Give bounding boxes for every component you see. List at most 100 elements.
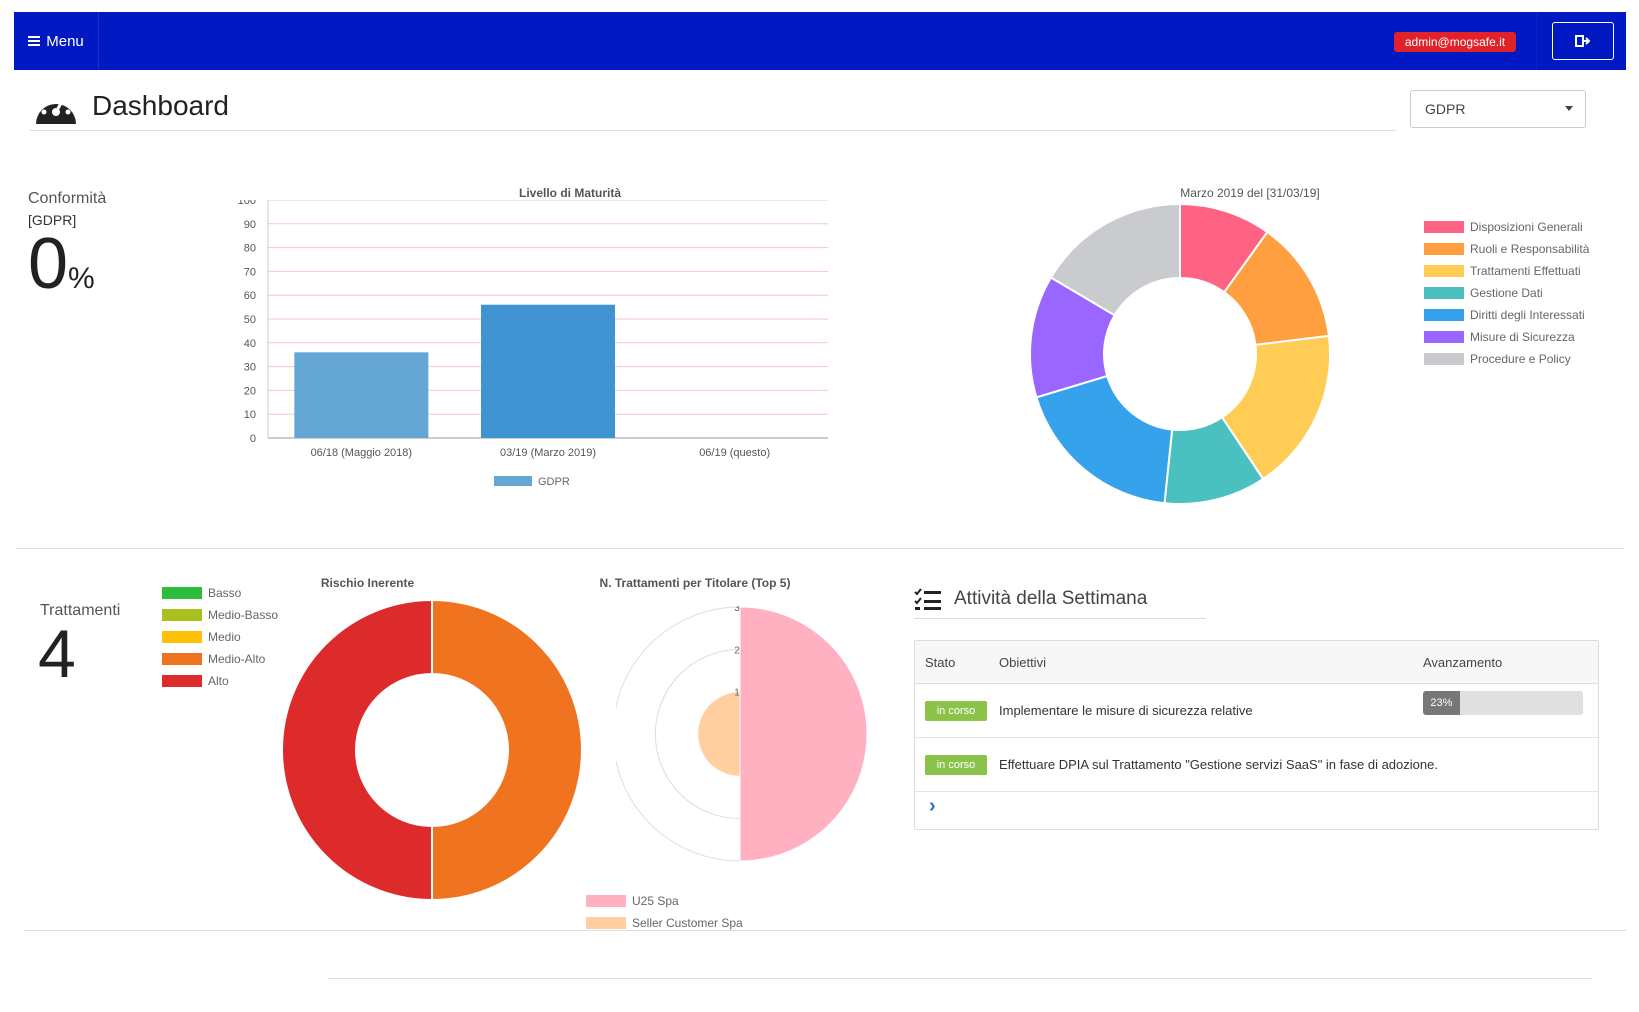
legend-item[interactable]: Diritti degli Interessati xyxy=(1424,304,1589,326)
polar-segment xyxy=(739,606,868,862)
trattamenti-value: 4 xyxy=(38,616,76,692)
area-donut-chart xyxy=(1030,204,1331,505)
legend-item[interactable]: Seller Customer Spa xyxy=(586,912,743,934)
legend-item[interactable]: Gestione Dati xyxy=(1424,282,1589,304)
legend-label: Procedure e Policy xyxy=(1470,352,1571,366)
column-header-avanzamento: Avanzamento xyxy=(1423,655,1503,670)
menu-button[interactable]: Menu xyxy=(14,12,99,70)
status-badge: in corso xyxy=(925,755,987,775)
y-tick-label: 80 xyxy=(244,243,256,255)
titolare-polar-chart: 1 2 3 xyxy=(616,606,868,862)
polar-legend: U25 Spa Seller Customer Spa xyxy=(586,890,743,934)
legend-swatch xyxy=(162,631,202,643)
sign-out-icon xyxy=(1575,35,1591,47)
y-tick-label: 40 xyxy=(244,338,256,350)
menu-label: Menu xyxy=(46,32,84,50)
polar-segment xyxy=(697,691,741,777)
framework-select-value: GDPR xyxy=(1425,101,1466,117)
user-email-badge[interactable]: admin@mogsafe.it xyxy=(1394,32,1516,52)
legend-item[interactable]: U25 Spa xyxy=(586,890,743,912)
tasks-list-icon xyxy=(914,588,941,610)
legend-item[interactable]: Ruoli e Responsabilità xyxy=(1424,238,1589,260)
conformita-label: Conformità xyxy=(28,190,107,207)
legend-swatch xyxy=(1424,221,1464,233)
legend-label: Gestione Dati xyxy=(1470,286,1543,300)
y-tick-label: 20 xyxy=(244,385,256,397)
framework-select[interactable]: GDPR xyxy=(1410,90,1586,128)
footer-divider xyxy=(328,978,1592,979)
radial-tick-label: 2 xyxy=(734,645,740,656)
bar xyxy=(481,304,615,438)
legend-label: Medio-Basso xyxy=(208,608,279,622)
y-tick-label: 50 xyxy=(244,314,256,326)
progress-bar: 23% xyxy=(1423,691,1583,715)
donut-slice xyxy=(1220,334,1331,481)
x-tick-label: 06/19 (questo) xyxy=(699,447,770,459)
legend-item[interactable]: Procedure e Policy xyxy=(1424,348,1589,370)
objective-text: Implementare le misure di sicurezza rela… xyxy=(999,703,1253,718)
chevron-right-icon[interactable]: › xyxy=(929,795,936,817)
legend-label: Misure di Sicurezza xyxy=(1470,330,1575,344)
dashboard-gauge-icon xyxy=(36,94,76,124)
legend-swatch xyxy=(586,917,626,929)
donut-slice xyxy=(1035,374,1174,505)
logout-button[interactable] xyxy=(1552,22,1614,60)
caret-down-icon xyxy=(1565,106,1573,111)
activity-header: Attività della Settimana xyxy=(914,584,1206,619)
column-header-obiettivi: Obiettivi xyxy=(999,655,1046,670)
donut-slice xyxy=(431,600,583,902)
radial-tick-label: 1 xyxy=(734,688,740,699)
legend-label: Trattamenti Effettuati xyxy=(1470,264,1581,278)
legend-item[interactable]: Medio xyxy=(162,626,278,648)
bar xyxy=(294,352,429,438)
risk-chart-title: Rischio Inerente xyxy=(320,576,415,590)
y-tick-label: 60 xyxy=(244,290,256,302)
radial-tick-label: 3 xyxy=(734,606,740,614)
risk-donut-chart xyxy=(282,600,583,902)
legend-label: Medio xyxy=(208,630,241,644)
legend-swatch xyxy=(162,653,202,665)
top-navbar: Menu admin@mogsafe.it xyxy=(14,12,1626,70)
polar-chart-title: N. Trattamenti per Titolare (Top 5) xyxy=(599,576,791,590)
conformita-number: 0 xyxy=(28,224,69,304)
legend-label: Basso xyxy=(208,586,242,600)
legend-item[interactable]: Medio-Alto xyxy=(162,648,278,670)
page-header: Dashboard xyxy=(30,86,1396,131)
legend-item[interactable]: Alto xyxy=(162,670,278,692)
legend-item[interactable]: Misure di Sicurezza xyxy=(1424,326,1589,348)
bar-chart-title: Livello di Maturità xyxy=(518,186,621,200)
legend-label: Seller Customer Spa xyxy=(632,916,743,930)
donut-slice xyxy=(1049,204,1181,317)
y-tick-label: 30 xyxy=(244,362,256,374)
legend-swatch xyxy=(1424,331,1464,343)
legend-swatch xyxy=(162,675,202,687)
legend-item[interactable]: Medio-Basso xyxy=(162,604,278,626)
legend-swatch xyxy=(586,895,626,907)
activity-title: Attività della Settimana xyxy=(954,588,1148,609)
activity-row[interactable]: in corso Effettuare DPIA sul Trattamento… xyxy=(915,737,1598,792)
legend-label: U25 Spa xyxy=(632,894,679,908)
area-donut-title: Marzo 2019 del [31/03/19] xyxy=(1180,186,1320,200)
legend-label: GDPR xyxy=(538,476,570,488)
y-tick-label: 70 xyxy=(244,266,256,278)
legend-item[interactable]: Disposizioni Generali xyxy=(1424,216,1589,238)
area-donut-legend: Disposizioni Generali Ruoli e Responsabil… xyxy=(1424,216,1589,370)
legend-swatch xyxy=(1424,353,1464,365)
section-divider xyxy=(16,548,1624,549)
legend-label: Disposizioni Generali xyxy=(1470,220,1583,234)
objective-text: Effettuare DPIA sul Trattamento "Gestion… xyxy=(999,757,1438,772)
conformita-sublabel: [GDPR] xyxy=(28,212,77,228)
conformita-value: 0% xyxy=(28,228,95,300)
legend-item[interactable]: Trattamenti Effettuati xyxy=(1424,260,1589,282)
legend-label: Medio-Alto xyxy=(208,652,266,666)
conformita-unit: % xyxy=(68,262,95,295)
donut-slice xyxy=(282,600,433,902)
legend-swatch xyxy=(1424,287,1464,299)
page-title: Dashboard xyxy=(92,90,229,121)
activity-row[interactable]: in corso Implementare le misure di sicur… xyxy=(915,683,1598,738)
maturity-bar-chart: 0 10 20 30 40 50 60 70 80 90 100 06/18 (Maggio 2018… xyxy=(238,200,828,488)
legend-item[interactable]: Basso xyxy=(162,582,278,604)
legend-swatch xyxy=(162,587,202,599)
navbar-divider xyxy=(1536,12,1537,70)
x-tick-label: 03/19 (Marzo 2019) xyxy=(500,447,596,459)
